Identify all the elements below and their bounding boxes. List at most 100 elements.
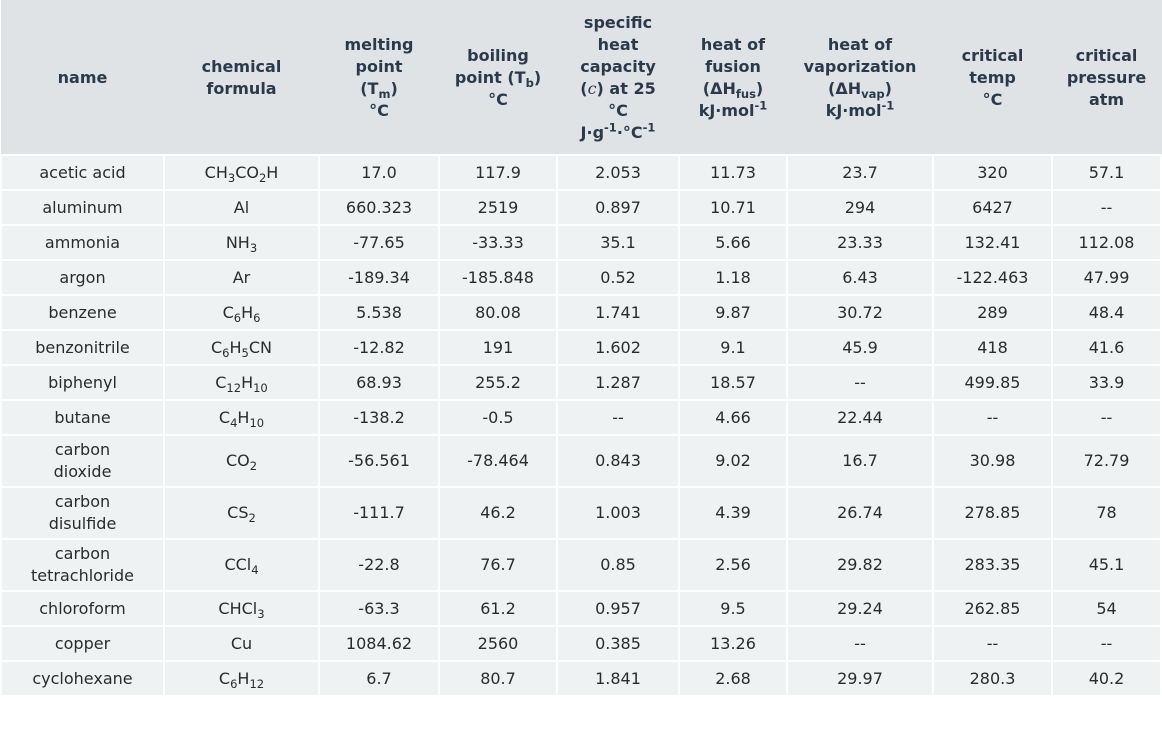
name-text: copper (54, 633, 111, 653)
formula-text: CS (227, 503, 249, 522)
header-name: name (0, 0, 165, 156)
formula-subscript: 6 (233, 310, 242, 325)
heat-of-vaporization-cell: -- (786, 364, 934, 401)
chemical-formula-cell: C4H10 (163, 399, 320, 436)
formula-text: Cu (230, 633, 253, 653)
heat-of-fusion-cell: 9.02 (678, 434, 788, 488)
name-text: argon (59, 267, 106, 287)
critical-pressure-cell: 47.99 (1051, 259, 1162, 296)
heat-of-vaporization-cell: 22.44 (786, 399, 934, 436)
heat-of-vaporization-cell: 23.7 (786, 154, 934, 191)
melting-point-cell: -138.2 (318, 399, 440, 436)
heat-of-vaporization-cell: -- (786, 625, 934, 662)
formula-text: H (237, 668, 250, 688)
heat-of-vaporization-cell: 294 (786, 189, 934, 226)
formula-subscript: 6 (230, 676, 238, 691)
chemical-formula-cell: C6H6 (163, 294, 320, 331)
critical-temp-cell: 262.85 (932, 590, 1053, 627)
boiling-point-cell: 61.2 (438, 590, 558, 627)
critical-pressure-cell: 57.1 (1051, 154, 1162, 191)
formula-subscript: 4 (251, 563, 259, 578)
specific-heat-cell: 1.741 (556, 294, 680, 331)
critical-temp-cell: 289 (932, 294, 1053, 331)
heat-of-fusion-cell: 4.39 (678, 486, 788, 540)
table-body: acetic acid CH3CO2H 17.0 117.9 2.053 11.73 23.… (0, 154, 1162, 697)
formula-subscript: 5 (241, 345, 249, 360)
critical-temp-cell: 320 (932, 154, 1053, 191)
formula-text: CH (204, 162, 228, 182)
table-row: aluminum Al 660.323 2519 0.897 10.71 294 6427 -- (0, 189, 1162, 226)
chemical-formula-cell: NH3 (163, 224, 320, 261)
name-cell: ammonia (0, 224, 165, 261)
specific-heat-cell: -- (556, 399, 680, 436)
specific-heat-cell: 0.843 (556, 434, 680, 488)
chemical-formula-cell: C6H12 (163, 660, 320, 697)
heat-of-vaporization-cell: 29.82 (786, 538, 934, 592)
heat-of-vaporization-cell: 6.43 (786, 259, 934, 296)
table-row: biphenyl C12H10 68.93 255.2 1.287 18.57 -- 499.… (0, 364, 1162, 401)
name-text: biphenyl (48, 372, 117, 392)
specific-heat-cell: 0.85 (556, 538, 680, 592)
name-cell: chloroform (0, 590, 165, 627)
specific-heat-cell: 0.897 (556, 189, 680, 226)
critical-pressure-cell: 78 (1051, 486, 1162, 540)
header-specific-heat-capacity: specific heat capacity (c) at 25 °C J·g-… (556, 0, 680, 156)
name-cell: carbon dioxide (0, 434, 165, 488)
heat-of-fusion-cell: 11.73 (678, 154, 788, 191)
heat-of-fusion-cell: 18.57 (678, 364, 788, 401)
heat-of-vaporization-cell: 16.7 (786, 434, 934, 488)
table-row: carbon dioxide CO2 -56.561 -78.464 0.843 9.02 1… (0, 434, 1162, 488)
name-text: carbon (54, 492, 111, 511)
formula-subscript: 10 (249, 415, 265, 430)
formula-text: Ar (232, 267, 251, 287)
formula-subscript: 2 (258, 170, 267, 185)
specific-heat-cell: 1.003 (556, 486, 680, 540)
name-cell: acetic acid (0, 154, 165, 191)
boiling-point-cell: 80.08 (438, 294, 558, 331)
name-cell: benzonitrile (0, 329, 165, 366)
name-text: carbon (54, 440, 111, 459)
name-text: cyclohexane (32, 668, 133, 688)
name-text: benzonitrile (35, 337, 130, 357)
formula-subscript: 3 (249, 240, 258, 255)
chemical-formula-cell: Ar (163, 259, 320, 296)
name-cell: argon (0, 259, 165, 296)
header-heat-of-fusion: heat of fusion (ΔHfus) kJ·mol-1 (678, 0, 788, 156)
formula-text: C (218, 407, 231, 427)
heat-of-vaporization-cell: 30.72 (786, 294, 934, 331)
heat-of-fusion-cell: 4.66 (678, 399, 788, 436)
name-text: butane (54, 407, 111, 427)
critical-pressure-cell: 112.08 (1051, 224, 1162, 261)
table-row: ammonia NH3 -77.65 -33.33 35.1 5.66 23.33 132.4… (0, 224, 1162, 261)
critical-temp-cell: 278.85 (932, 486, 1053, 540)
heat-of-fusion-cell: 5.66 (678, 224, 788, 261)
table-row: benzene C6H6 5.538 80.08 1.741 9.87 30.72 289 48… (0, 294, 1162, 331)
heat-of-fusion-cell: 2.56 (678, 538, 788, 592)
boiling-point-cell: 117.9 (438, 154, 558, 191)
name-text: disulfide (48, 514, 117, 533)
boiling-point-cell: -33.33 (438, 224, 558, 261)
formula-subscript: 10 (253, 380, 268, 395)
boiling-point-cell: -78.464 (438, 434, 558, 488)
table-header: name chemical formula melting point (Tm)… (0, 0, 1162, 156)
boiling-point-cell: 191 (438, 329, 558, 366)
heat-of-fusion-cell: 9.87 (678, 294, 788, 331)
table-row: copper Cu 1084.62 2560 0.385 13.26 -- -- -- (0, 625, 1162, 662)
formula-subscript: 2 (248, 511, 256, 526)
critical-pressure-cell: 33.9 (1051, 364, 1162, 401)
melting-point-cell: -111.7 (318, 486, 440, 540)
critical-temp-cell: 30.98 (932, 434, 1053, 488)
chemical-formula-cell: CH3CO2H (163, 154, 320, 191)
chemical-formula-cell: Al (163, 189, 320, 226)
boiling-point-cell: 255.2 (438, 364, 558, 401)
heat-of-fusion-cell: 9.5 (678, 590, 788, 627)
formula-text: H (241, 302, 254, 322)
formula-subscript: 12 (249, 676, 265, 691)
critical-temp-cell: 283.35 (932, 538, 1053, 592)
critical-pressure-cell: -- (1051, 189, 1162, 226)
name-cell: carbon disulfide (0, 486, 165, 540)
formula-text: C (215, 372, 227, 392)
heat-of-vaporization-cell: 29.97 (786, 660, 934, 697)
specific-heat-cell: 0.52 (556, 259, 680, 296)
header-boiling-point: boiling point (Tb) °C (438, 0, 558, 156)
